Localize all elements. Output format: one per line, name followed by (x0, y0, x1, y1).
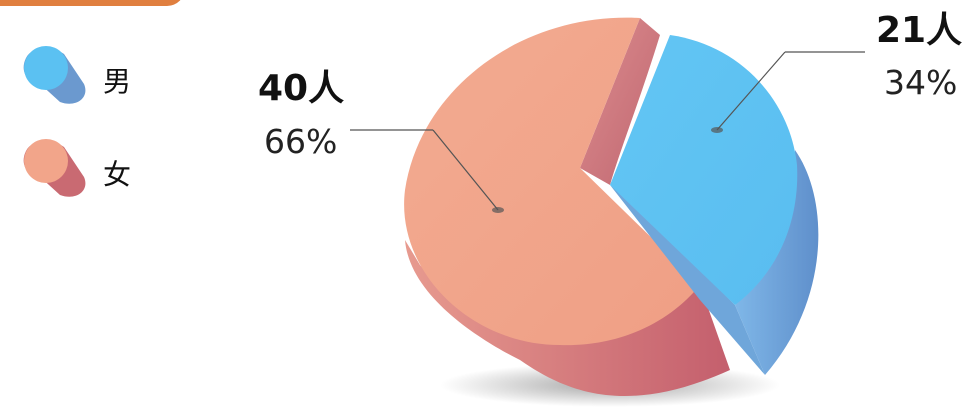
legend-label-male: 男 (103, 65, 132, 98)
pie-slice-male-side (735, 150, 819, 375)
leader-line-female-diag (432, 129, 499, 211)
chart-legend: 男 女 (18, 40, 178, 220)
legend-swatch-male (23, 46, 86, 104)
leader-dot-male (711, 127, 723, 133)
header-accent-bar (0, 0, 185, 6)
legend-swatch-female (23, 139, 86, 197)
pie-slice-female-top (404, 17, 700, 346)
pie-slice-male-inner-face (610, 185, 765, 375)
data-label-female-count: 40人 (258, 68, 344, 109)
leader-line-male-diag (716, 51, 786, 131)
legend-label-female: 女 (103, 158, 132, 191)
leader-dot-female (492, 207, 504, 213)
data-label-female-percent: 66% (264, 122, 337, 161)
pie-slice-female-inner-face (580, 18, 660, 185)
pie-slice-male-top (610, 35, 798, 305)
legend-item-male: 男 (18, 40, 178, 110)
pie-slice-female-side (405, 240, 730, 397)
data-label-male-count: 21人 (876, 10, 962, 51)
legend-item-female: 女 (18, 133, 178, 203)
data-label-male-percent: 34% (884, 63, 957, 102)
pie-slice-male (610, 35, 819, 375)
pie-slice-female (404, 17, 730, 397)
